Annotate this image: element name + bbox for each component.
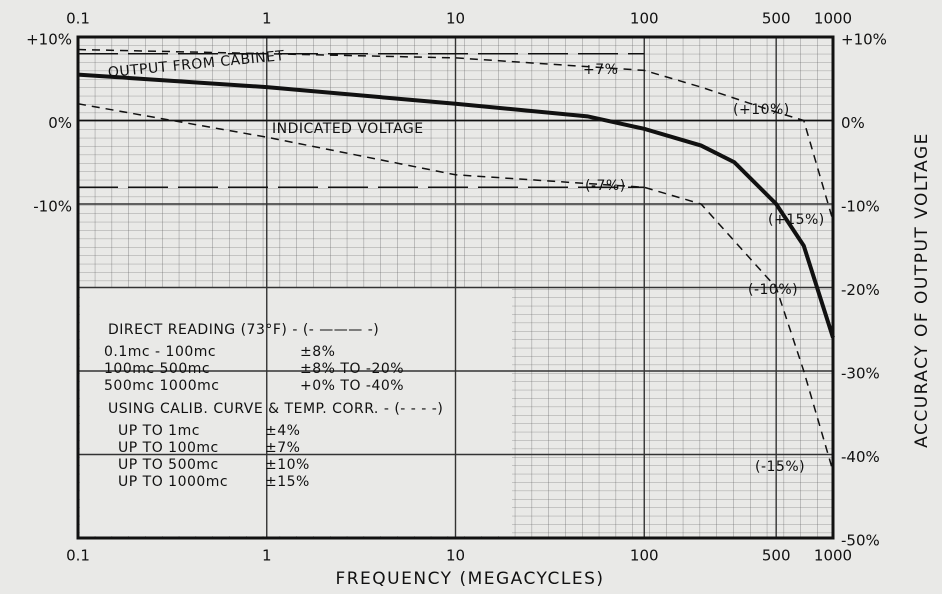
x-tick-label-top: 0.1 bbox=[66, 10, 90, 28]
series-label: INDICATED VOLTAGE bbox=[272, 121, 424, 137]
annotation: +7% bbox=[583, 62, 618, 78]
y-tick-label-right: -10% bbox=[841, 198, 880, 216]
legend-text: UP TO 100mc bbox=[118, 440, 219, 456]
legend-text: ±8% TO -20% bbox=[300, 361, 404, 377]
y-tick-label-left: -10% bbox=[33, 198, 72, 216]
x-tick-label-top: 1000 bbox=[814, 10, 852, 28]
annotation: (-7%) bbox=[585, 178, 626, 194]
x-tick-label: 100 bbox=[630, 547, 659, 565]
legend-text: ±7% bbox=[265, 440, 300, 456]
x-tick-label: 1000 bbox=[814, 547, 852, 565]
legend-text: 0.1mc - 100mc bbox=[104, 344, 216, 360]
x-tick-label: 1 bbox=[262, 547, 272, 565]
y-axis-label: ACCURACY OF OUTPUT VOLTAGE bbox=[912, 132, 932, 448]
y-tick-label-right: -20% bbox=[841, 281, 880, 299]
legend-text: ±4% bbox=[265, 423, 300, 439]
x-tick-label: 500 bbox=[762, 547, 791, 565]
annotation: (+10%) bbox=[733, 102, 790, 118]
annotation: (-10%) bbox=[748, 282, 798, 298]
y-tick-label-left: 0% bbox=[48, 114, 72, 132]
y-tick-label-right: -40% bbox=[841, 448, 880, 466]
series-line bbox=[77, 103, 834, 472]
legend-text: 500mc 1000mc bbox=[104, 378, 219, 394]
legend-text: ±10% bbox=[265, 457, 310, 473]
x-tick-label-top: 100 bbox=[630, 10, 659, 28]
legend-text: 100mc 500mc bbox=[104, 361, 210, 377]
annotation: (-15%) bbox=[755, 459, 805, 475]
y-tick-label-left: +10% bbox=[26, 31, 72, 49]
x-axis-label: FREQUENCY (MEGACYCLES) bbox=[335, 569, 604, 589]
legend-text: UP TO 500mc bbox=[118, 457, 219, 473]
series-line bbox=[77, 72, 835, 339]
x-tick-label-top: 500 bbox=[762, 10, 791, 28]
x-tick-label: 0.1 bbox=[66, 547, 90, 565]
x-tick-label-top: 10 bbox=[446, 10, 465, 28]
y-tick-label-right: 0% bbox=[841, 114, 865, 132]
legend-text: ±15% bbox=[265, 474, 310, 490]
series-line bbox=[77, 48, 834, 221]
legend-text: UP TO 1000mc bbox=[118, 474, 228, 490]
legend-text: ±8% bbox=[300, 344, 335, 360]
legend-text: +0% TO -40% bbox=[300, 378, 404, 394]
annotation: (+15%) bbox=[768, 212, 825, 228]
legend-heading: USING CALIB. CURVE & TEMP. CORR. - (- - … bbox=[108, 401, 443, 417]
legend-text: UP TO 1mc bbox=[118, 423, 200, 439]
legend-box bbox=[80, 288, 512, 536]
plot-frame bbox=[76, 35, 835, 540]
y-tick-label-right: +10% bbox=[841, 31, 887, 49]
y-tick-label-right: -50% bbox=[841, 532, 880, 550]
legend-heading: DIRECT READING (73°F) - (- ——— -) bbox=[108, 322, 379, 338]
x-tick-label: 10 bbox=[446, 547, 465, 565]
y-tick-label-right: -30% bbox=[841, 365, 880, 383]
x-tick-label-top: 1 bbox=[262, 10, 272, 28]
